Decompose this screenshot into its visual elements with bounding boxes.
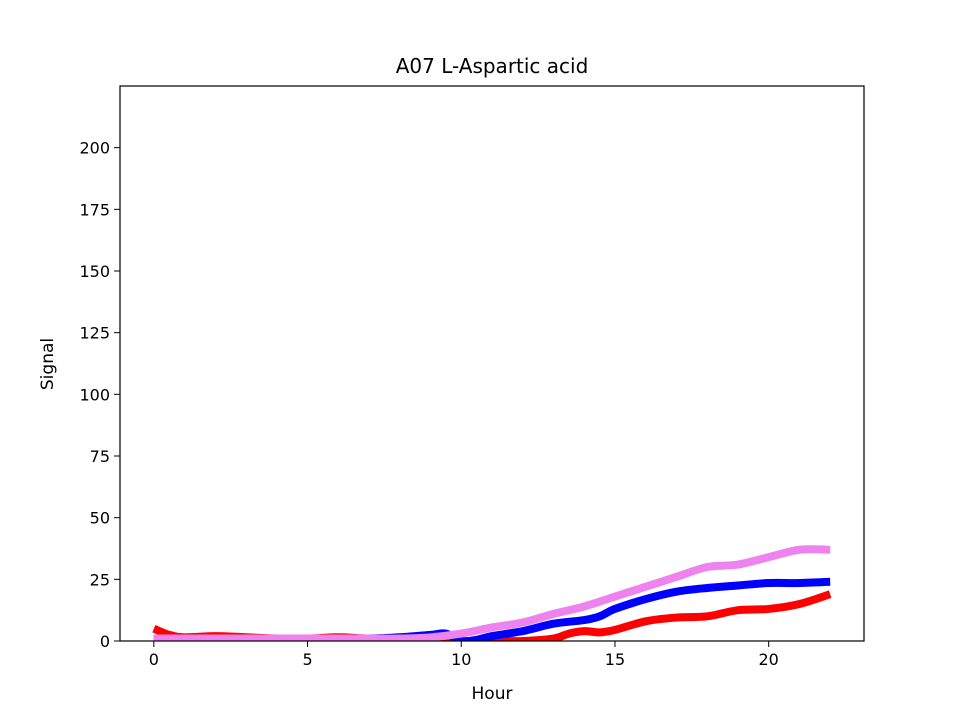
y-tick-label: 175 — [79, 200, 110, 219]
plot-frame — [119, 85, 865, 642]
x-tick-label: 20 — [759, 650, 779, 669]
y-axis-label: Signal — [38, 338, 58, 390]
x-tick-label: 0 — [149, 650, 159, 669]
y-tick-label: 75 — [90, 447, 110, 466]
y-tick-label: 100 — [79, 385, 110, 404]
y-tick-label: 200 — [79, 139, 110, 158]
x-tick-label: 5 — [302, 650, 312, 669]
series-line-2 — [153, 545, 831, 641]
x-tick-label: 15 — [605, 650, 625, 669]
x-tick-label: 10 — [451, 650, 471, 669]
chart-title: A07 L-Aspartic acid — [396, 54, 589, 78]
y-tick-label: 50 — [90, 509, 110, 528]
x-axis-ticks: 0 5 10 15 20 — [149, 641, 779, 669]
y-tick-label: 0 — [100, 632, 110, 651]
series-layer — [152, 545, 832, 641]
y-tick-label: 125 — [79, 324, 110, 343]
y-axis-ticks: 0 25 50 75 100 125 150 175 200 — [79, 139, 120, 651]
y-tick-label: 25 — [90, 570, 110, 589]
x-axis-label: Hour — [472, 684, 513, 704]
y-tick-label: 150 — [79, 262, 110, 281]
